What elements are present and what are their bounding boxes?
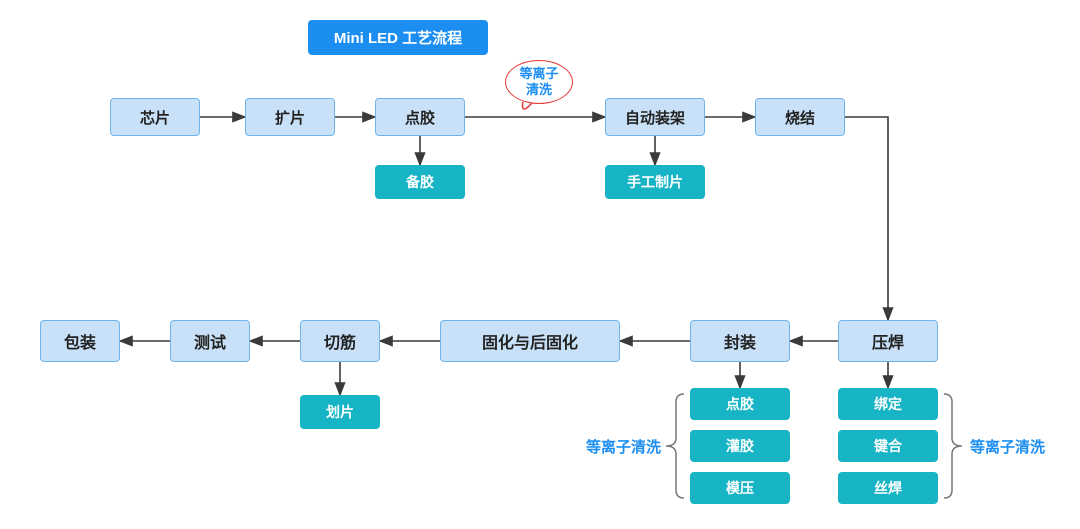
- node-p_mo: 模压: [690, 472, 790, 504]
- node-cure-label: 固化与后固化: [482, 329, 578, 353]
- plasma-clean-bubble-text: 等离子 清洗: [519, 66, 558, 97]
- node-bond: 压焊: [838, 320, 938, 362]
- node-pack-label: 包装: [64, 329, 96, 353]
- diagram-title-text: Mini LED 工艺流程: [334, 27, 462, 48]
- node-p_dian-label: 点胶: [726, 394, 754, 414]
- node-p_guan-label: 灌胶: [726, 436, 754, 456]
- node-autoload: 自动装架: [605, 98, 705, 136]
- node-sinter-label: 烧结: [785, 107, 815, 128]
- plasma-clean-annotation-right-text: 等离子清洗: [970, 439, 1045, 456]
- node-pack: 包装: [40, 320, 120, 362]
- plasma-clean-annotation-left: 等离子清洗: [586, 436, 661, 457]
- node-p_dian: 点胶: [690, 388, 790, 420]
- node-chip-label: 芯片: [140, 107, 170, 128]
- node-autoload-label: 自动装架: [625, 107, 685, 128]
- node-expand: 扩片: [245, 98, 335, 136]
- node-b_bind-label: 绑定: [874, 394, 902, 414]
- node-prepglue: 备胶: [375, 165, 465, 199]
- node-sinter: 烧结: [755, 98, 845, 136]
- node-slice: 划片: [300, 395, 380, 429]
- plasma-clean-annotation-left-text: 等离子清洗: [586, 439, 661, 456]
- plasma-clean-annotation-right: 等离子清洗: [970, 436, 1045, 457]
- node-prepglue-label: 备胶: [406, 172, 434, 192]
- node-cure: 固化与后固化: [440, 320, 620, 362]
- node-b_wire-label: 丝焊: [874, 478, 902, 498]
- node-expand-label: 扩片: [275, 107, 305, 128]
- node-dispense: 点胶: [375, 98, 465, 136]
- node-chip: 芯片: [110, 98, 200, 136]
- node-cut: 切筋: [300, 320, 380, 362]
- node-package_: 封装: [690, 320, 790, 362]
- node-manual-label: 手工制片: [627, 172, 683, 192]
- node-cut-label: 切筋: [324, 329, 356, 353]
- node-package_-label: 封装: [724, 329, 756, 353]
- node-b_bind: 绑定: [838, 388, 938, 420]
- node-b_key-label: 键合: [874, 436, 902, 456]
- node-slice-label: 划片: [326, 402, 354, 422]
- node-b_wire: 丝焊: [838, 472, 938, 504]
- plasma-clean-bubble: 等离子 清洗: [505, 60, 573, 104]
- node-b_key: 键合: [838, 430, 938, 462]
- node-p_mo-label: 模压: [726, 478, 754, 498]
- node-dispense-label: 点胶: [405, 107, 435, 128]
- node-bond-label: 压焊: [872, 329, 904, 353]
- node-test-label: 测试: [194, 329, 226, 353]
- node-test: 测试: [170, 320, 250, 362]
- diagram-title: Mini LED 工艺流程: [308, 20, 488, 55]
- node-manual: 手工制片: [605, 165, 705, 199]
- node-p_guan: 灌胶: [690, 430, 790, 462]
